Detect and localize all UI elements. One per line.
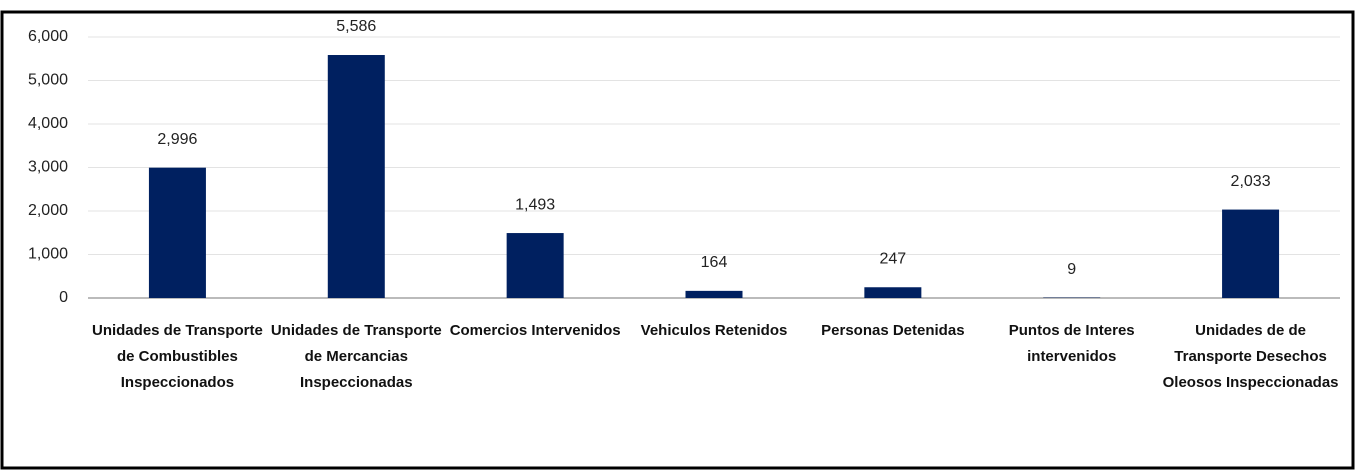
y-tick-label: 4,000 <box>28 115 68 132</box>
value-label: 247 <box>880 250 907 267</box>
y-tick-label: 6,000 <box>28 28 68 45</box>
value-label: 2,033 <box>1231 173 1271 190</box>
value-label: 9 <box>1067 261 1076 278</box>
x-tick-label: Unidades de Transporte de Mercancias Ins… <box>270 322 442 391</box>
x-tick-label: Puntos de Interes intervenidos <box>1008 322 1135 365</box>
value-label: 164 <box>701 254 728 271</box>
x-tick-label: Vehiculos Retenidos <box>640 322 788 339</box>
frame <box>0 10 1355 470</box>
value-label: 2,996 <box>157 131 197 148</box>
y-tick-label: 5,000 <box>28 72 68 89</box>
bar <box>506 233 564 298</box>
bar <box>327 55 385 298</box>
x-tick-label: Unidades de Transporte de Combustibles I… <box>91 322 263 391</box>
value-label: 5,586 <box>336 18 376 35</box>
bar <box>148 167 206 298</box>
x-tick-label: Comercios Intervenidos <box>449 322 621 339</box>
y-tick-label: 2,000 <box>28 202 68 219</box>
y-tick-label: 0 <box>59 289 68 306</box>
y-tick-label: 1,000 <box>28 246 68 263</box>
x-tick-label: Personas Detenidas <box>821 322 965 339</box>
bar <box>685 290 743 298</box>
bar <box>1222 209 1280 298</box>
value-label: 1,493 <box>515 196 555 213</box>
x-tick-label: Unidades de de Transporte Desechos Oleos… <box>1162 322 1339 391</box>
y-tick-label: 3,000 <box>28 159 68 176</box>
bar <box>864 287 922 298</box>
